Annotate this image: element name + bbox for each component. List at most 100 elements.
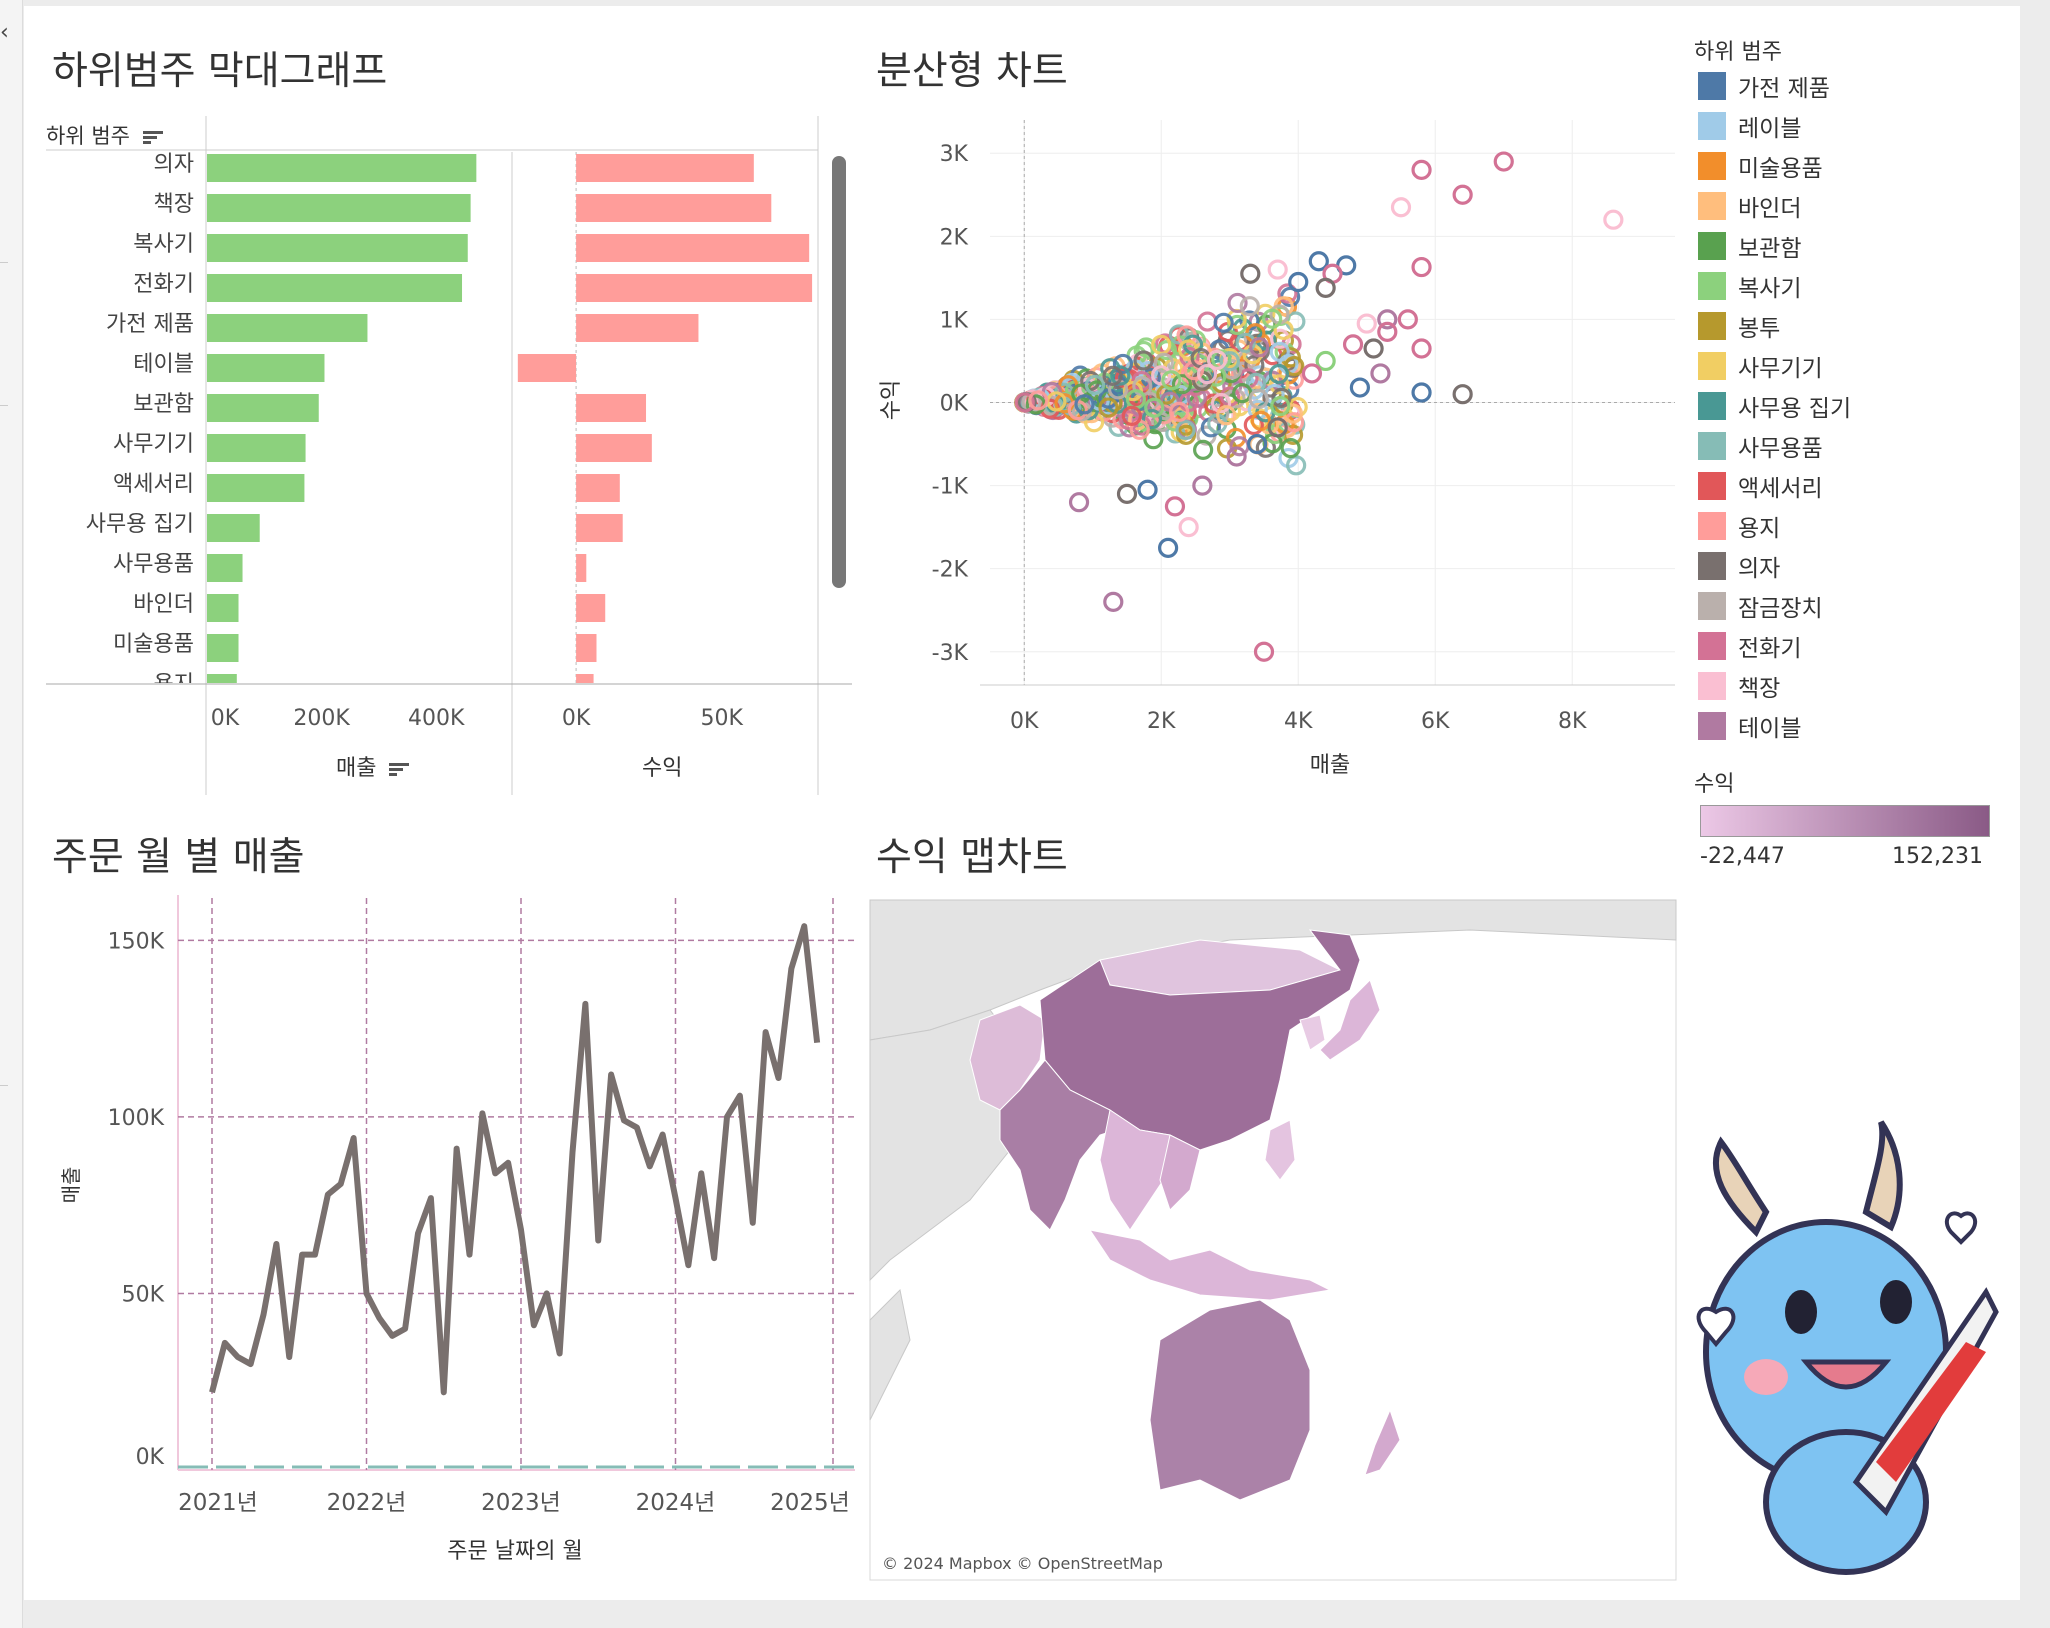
- legend-item[interactable]: 테이블: [1698, 712, 1801, 742]
- scatter-y-tick: 3K: [940, 142, 969, 167]
- legend-swatch: [1698, 672, 1726, 700]
- scatter-point: [1286, 455, 1307, 476]
- sales-tick-label: 0K: [211, 706, 240, 731]
- legend-item[interactable]: 사무용품: [1698, 432, 1823, 462]
- legend-item[interactable]: 봉투: [1698, 312, 1780, 342]
- scatter-y-tick: 2K: [940, 225, 969, 250]
- scatter-point: [1110, 365, 1131, 386]
- scatter-point: [1342, 334, 1364, 355]
- map-attribution: © 2024 Mapbox © OpenStreetMap: [882, 1554, 1163, 1573]
- scatter-point: [1193, 439, 1214, 460]
- legend-swatch: [1698, 512, 1726, 540]
- profit-legend-min: -22,447: [1700, 844, 1785, 869]
- line-chart-title: 주문 월 별 매출: [52, 835, 305, 880]
- profit-color-ramp: [1700, 805, 1990, 837]
- legend-swatch: [1698, 152, 1726, 180]
- profit-bar: [576, 434, 652, 462]
- scatter-point: [1014, 392, 1035, 413]
- profit-map[interactable]: [869, 899, 1677, 1581]
- bar-category-label: 액세서리: [113, 472, 194, 497]
- sort-icon[interactable]: [389, 761, 410, 778]
- scatter-point: [1222, 359, 1243, 380]
- scatter-point: [1280, 437, 1301, 459]
- scatter-point: [1192, 475, 1213, 496]
- legend-swatch: [1698, 392, 1726, 420]
- legend-item[interactable]: 용지: [1698, 512, 1780, 542]
- scatter-point: [1151, 365, 1172, 386]
- scatter-point: [1271, 387, 1292, 408]
- legend-item[interactable]: 보관함: [1698, 232, 1801, 262]
- sort-icon[interactable]: [142, 129, 163, 146]
- legend-item[interactable]: 책장: [1698, 672, 1780, 702]
- scatter-point: [1210, 393, 1232, 414]
- bar-row-header[interactable]: 하위 범주: [46, 120, 163, 150]
- legend-item[interactable]: 레이블: [1698, 112, 1802, 142]
- scatter-point: [1349, 377, 1371, 398]
- sales-axis-label: 매출: [336, 756, 377, 781]
- sales-bar: [207, 514, 260, 542]
- scatter-point: [1248, 388, 1269, 410]
- map-land-africa: [869, 1288, 911, 1421]
- legend-item[interactable]: 바인더: [1698, 192, 1801, 222]
- close-icon[interactable]: ‹: [0, 20, 9, 45]
- profit-tick-label: 0K: [562, 706, 591, 731]
- legend-label: 액세서리: [1738, 476, 1823, 502]
- sales-bar: [207, 394, 319, 422]
- legend-item[interactable]: 잠금장치: [1698, 592, 1823, 622]
- sales-bar: [207, 594, 239, 622]
- scatter-point: [1197, 311, 1218, 332]
- scatter-x-tick: 4K: [1284, 709, 1313, 734]
- legend-item[interactable]: 의자: [1698, 552, 1780, 582]
- scatter-x-tick: 2K: [1147, 709, 1176, 734]
- legend-label: 복사기: [1738, 276, 1802, 302]
- scatter-point: [1083, 412, 1105, 433]
- scatter-point: [1164, 496, 1186, 517]
- legend-item[interactable]: 액세서리: [1698, 472, 1823, 502]
- scatter-point: [1253, 641, 1275, 662]
- legend-item[interactable]: 가전 제품: [1698, 72, 1830, 102]
- legend-item[interactable]: 복사기: [1698, 272, 1802, 302]
- scatter-point: [1262, 308, 1283, 329]
- scrollbar-thumb[interactable]: [832, 156, 846, 588]
- legend-label: 미술용품: [1738, 156, 1823, 182]
- line-y-tick: 50K: [122, 1282, 165, 1307]
- scatter-point: [1277, 283, 1298, 304]
- bar-category-label: 테이블: [133, 352, 194, 377]
- legend-swatch: [1698, 592, 1726, 620]
- sales-bar: [207, 194, 471, 222]
- scatter-point: [1143, 429, 1164, 450]
- scatter-point: [1267, 259, 1288, 280]
- line-y-tick: 0K: [136, 1445, 165, 1470]
- map-region-korea: [1299, 1014, 1326, 1051]
- legend-label: 사무용품: [1738, 436, 1823, 462]
- profit-axis-title: 수익: [642, 756, 683, 781]
- profit-bar: [576, 634, 597, 662]
- scatter-point: [1169, 401, 1190, 422]
- strip-divider: [0, 1085, 8, 1086]
- scatter-point: [1175, 419, 1196, 441]
- sales-bar: [207, 474, 305, 502]
- scatter-chart-title: 분산형 차트: [876, 49, 1068, 94]
- scatter-point: [1240, 263, 1261, 284]
- profit-bar: [576, 154, 754, 182]
- bar-category-label: 미술용품: [113, 632, 194, 657]
- legend-label: 레이블: [1738, 116, 1802, 142]
- sales-bar: [207, 674, 237, 683]
- legend-item[interactable]: 사무용 집기: [1698, 392, 1851, 422]
- legend-item[interactable]: 사무기기: [1698, 352, 1823, 382]
- legend-swatch: [1698, 352, 1726, 380]
- dragon-mascot-image: [1696, 1120, 1999, 1575]
- sales-tick-label: 200K: [293, 706, 350, 731]
- scatter-point: [1156, 340, 1178, 361]
- map-region-philippines: [1264, 1119, 1296, 1181]
- map-region-india: [999, 1059, 1132, 1231]
- scatter-point: [1216, 405, 1237, 426]
- sales-axis-title[interactable]: 매출: [336, 750, 410, 782]
- legend-item[interactable]: 미술용품: [1698, 152, 1823, 182]
- scatter-point: [1315, 277, 1336, 298]
- scatter-point: [1098, 397, 1119, 418]
- sales-line: [209, 923, 821, 1396]
- legend-item[interactable]: 전화기: [1698, 632, 1801, 662]
- bar-category-label: 전화기: [133, 272, 194, 297]
- legend-swatch: [1698, 472, 1726, 500]
